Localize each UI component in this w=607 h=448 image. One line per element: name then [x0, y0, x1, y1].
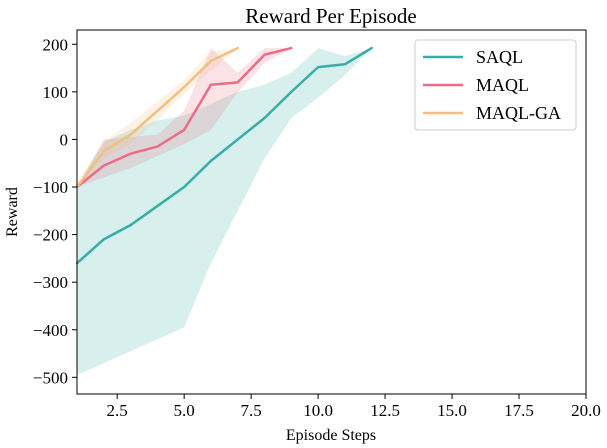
y-tick-label: −300 [33, 273, 68, 292]
y-tick-label: 200 [43, 35, 69, 54]
line-saql [75, 46, 373, 265]
y-tick-label: −100 [33, 178, 68, 197]
x-tick-label: 5.0 [174, 401, 195, 420]
y-tick-label: 0 [60, 130, 69, 149]
legend: SAQL MAQL MAQL-GA [414, 39, 577, 131]
x-axis-label: Episode Steps [286, 427, 376, 444]
x-tick-label: 7.5 [241, 401, 262, 420]
chart-title: Reward Per Episode [245, 4, 416, 28]
y-axis-label: Reward [4, 187, 21, 237]
x-tick-label: 10.0 [303, 401, 333, 420]
x-tick-label: 15.0 [437, 401, 467, 420]
plot-frame [76, 29, 587, 395]
y-tick-label: −400 [33, 321, 68, 340]
y-tick-label: 100 [43, 83, 69, 102]
x-tick-label: 2.5 [107, 401, 128, 420]
legend-label-maql-ga: MAQL-GA [476, 103, 561, 123]
legend-label-saql: SAQL [476, 47, 523, 67]
legend-label-maql: MAQL [476, 75, 529, 95]
line-maql [75, 46, 293, 189]
legend-box [414, 39, 577, 131]
band-maql-ga [77, 48, 238, 188]
y-tick-label: −200 [33, 226, 68, 245]
confidence-bands [77, 48, 372, 375]
band-saql [77, 48, 372, 375]
series-lines [75, 46, 373, 265]
x-tick-label: 20.0 [571, 401, 601, 420]
x-tick-label: 17.5 [504, 401, 534, 420]
x-axis-ticks: 2.5 5.0 7.5 10.0 12.5 15.0 17.5 20.0 [107, 394, 601, 420]
y-axis-ticks: 200 100 0 −100 −200 −300 −400 −500 [33, 35, 77, 387]
y-tick-label: −500 [33, 368, 68, 387]
x-tick-label: 12.5 [370, 401, 400, 420]
line-maql-ga [75, 46, 239, 189]
